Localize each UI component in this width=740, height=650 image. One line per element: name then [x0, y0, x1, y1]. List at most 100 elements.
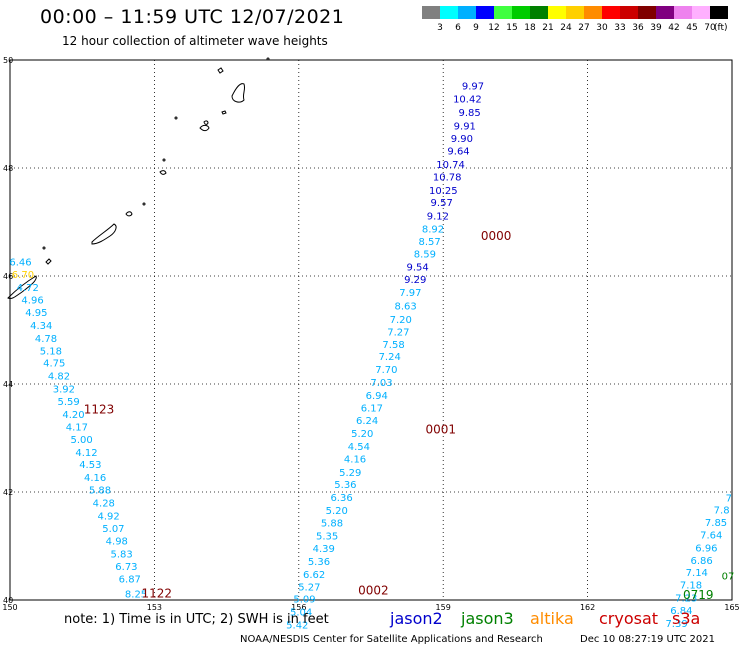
- legend-swatch: [710, 6, 728, 19]
- swh-value: 9.57: [431, 198, 453, 209]
- swh-value: 7: [726, 494, 732, 505]
- lon-tick-label: 159: [436, 603, 451, 612]
- swh-value: 9.12: [427, 211, 449, 222]
- swh-value: 4.53: [79, 460, 101, 471]
- legend-label: 12: [488, 23, 500, 33]
- island-outline: [159, 170, 167, 175]
- swh-value: 4.72: [17, 283, 39, 294]
- swh-value: 9.97: [462, 82, 484, 93]
- swh-value: 8.92: [422, 224, 444, 235]
- legend-label: 39: [650, 23, 662, 33]
- swh-value: 6.87: [119, 575, 141, 586]
- swh-value: 4.20: [62, 410, 84, 421]
- swh-value: 8.25: [125, 589, 147, 600]
- swh-value: 7.03: [370, 378, 392, 389]
- swh-value: 7.39: [665, 619, 687, 630]
- legend-label: 42: [668, 23, 680, 33]
- legend-swatch: [476, 6, 494, 19]
- swh-value: 4.34: [30, 321, 52, 332]
- legend-swatch: [422, 6, 440, 19]
- legend-label: 70: [704, 23, 716, 33]
- swh-value: 5.27: [298, 582, 320, 593]
- swh-value: 8.63: [394, 301, 416, 312]
- swh-value: 4.39: [313, 544, 335, 555]
- swh-value: 4.82: [48, 372, 70, 383]
- legend-swatch: [512, 6, 530, 19]
- island-outline: [42, 246, 46, 250]
- swh-value: 07: [722, 571, 735, 582]
- satellite-cryosat: cryosat: [599, 609, 659, 628]
- legend-swatch: [674, 6, 692, 19]
- swh-value: 6.17: [361, 404, 383, 415]
- island-outline: [162, 158, 166, 162]
- swh-value: 7.58: [382, 340, 404, 351]
- swh-value: 6.46: [9, 258, 31, 269]
- swh-value: 9.90: [451, 134, 473, 145]
- swh-value: 4.96: [21, 296, 43, 307]
- swh-value: 4.17: [66, 422, 88, 433]
- island-outline: [221, 110, 227, 115]
- legend-label: 3: [437, 23, 443, 33]
- swh-value: 4.92: [97, 512, 119, 523]
- map-grid: 150 153 156 159 162 165 40 42 44 46 48 50: [2, 56, 739, 612]
- swh-value: 6.24: [356, 416, 378, 427]
- island-outline: [217, 67, 224, 74]
- lat-tick-label: 44: [3, 380, 13, 389]
- time-label: 0719: [683, 588, 714, 602]
- swh-value: 5.88: [89, 486, 111, 497]
- swh-value: 6.70: [12, 270, 34, 281]
- swh-value: 5.59: [58, 397, 80, 408]
- generated-timestamp: Dec 10 08:27:19 UTC 2021: [580, 634, 715, 645]
- swh-value: 5.20: [326, 506, 348, 517]
- swh-value: 4.78: [35, 334, 57, 345]
- lat-tick-label: 48: [3, 164, 13, 173]
- legend-swatch: [602, 6, 620, 19]
- time-label: 0001: [426, 423, 457, 437]
- swh-value: 10.74: [436, 160, 465, 171]
- legend-swatch: [530, 6, 548, 19]
- satellite-jason2: jason2: [390, 609, 443, 628]
- swh-value: 10.78: [433, 172, 462, 183]
- lon-tick-label: 156: [291, 603, 306, 612]
- swh-value: 7.64: [700, 530, 722, 541]
- legend-label: 30: [596, 23, 608, 33]
- lon-tick-label: 150: [2, 603, 17, 612]
- lon-tick-label: 165: [724, 603, 739, 612]
- legend-swatch: [584, 6, 602, 19]
- swh-value: 5.09: [293, 595, 315, 606]
- legend-swatch: [620, 6, 638, 19]
- legend-label: 27: [578, 23, 590, 33]
- legend-unit: (ft): [714, 23, 728, 33]
- time-label: 1122: [142, 586, 173, 600]
- swh-value: 4.95: [25, 308, 47, 319]
- swh-value: 6.36: [330, 493, 352, 504]
- swh-value: 7.18: [680, 581, 702, 592]
- legend-label: 33: [614, 23, 626, 33]
- swh-value: 10.25: [429, 186, 458, 197]
- legend-label: 45: [686, 23, 698, 33]
- satellite-altika: altika: [530, 609, 574, 628]
- swh-value: 8.57: [419, 237, 441, 248]
- swh-value: 4.75: [43, 359, 65, 370]
- swh-value: 7.70: [375, 365, 397, 376]
- legend-swatch: [692, 6, 710, 19]
- swh-value: 9.29: [404, 275, 426, 286]
- map-title: 00:00 – 11:59 UTC 12/07/2021: [40, 6, 345, 28]
- island-outline: [142, 202, 146, 206]
- swh-value: 9.85: [458, 108, 480, 119]
- time-label: 1123: [84, 403, 115, 417]
- swh-value: 7.24: [379, 352, 401, 363]
- swh-value: 6.94: [366, 391, 388, 402]
- swh-value: 9.64: [447, 147, 469, 158]
- swh-value: 6.62: [303, 570, 325, 581]
- island-outline: [125, 211, 133, 217]
- legend-swatch: [494, 6, 512, 19]
- swh-value: 7.85: [705, 518, 727, 529]
- island-outline: [203, 120, 209, 125]
- lat-tick-label: 46: [3, 272, 13, 281]
- legend-label: 36: [632, 23, 644, 33]
- swh-value: 8.59: [414, 250, 436, 261]
- swh-value: 9.91: [454, 122, 476, 133]
